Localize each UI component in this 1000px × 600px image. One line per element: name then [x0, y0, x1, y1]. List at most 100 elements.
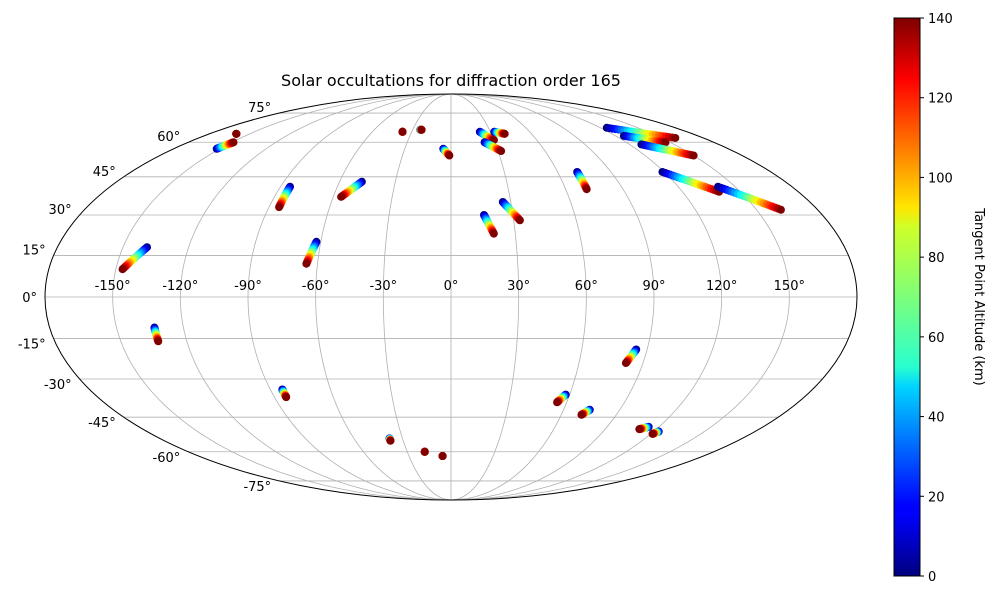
track-point	[661, 138, 670, 147]
longitude-gridline	[315, 94, 452, 500]
occultation-track	[302, 237, 321, 268]
longitude-gridline	[179, 94, 452, 500]
occultation-track	[118, 243, 152, 274]
track-point	[154, 337, 163, 346]
track-point	[386, 436, 395, 445]
occultation-track	[621, 345, 641, 368]
latitude-tick-label: 60°	[157, 130, 180, 145]
colorbar-tick-label: 80	[928, 251, 945, 266]
map-boundary	[44, 93, 858, 501]
occultation-track	[337, 177, 366, 201]
occultation-track	[619, 131, 670, 147]
latitude-tick-label: 45°	[93, 165, 116, 180]
longitude-tick-labels: -150° -120° -90° -60° -30° 0° 30° 60° 90° 120° 150…	[95, 279, 805, 294]
occultation-track	[398, 127, 407, 136]
latitude-tick-label: 15°	[23, 243, 46, 258]
occultation-track	[232, 129, 241, 138]
longitude-tick-label: 60°	[575, 279, 598, 294]
occultation-track	[648, 427, 663, 438]
track-point	[302, 259, 311, 268]
colorbar-label: Tangent Point Altitude (km)	[971, 207, 986, 385]
track-point	[500, 129, 509, 138]
longitude-tick-label: 90°	[642, 279, 665, 294]
track-point	[282, 393, 291, 402]
occultation-track	[577, 405, 594, 419]
occultation-track	[713, 182, 785, 214]
track-point	[417, 125, 426, 134]
latitude-tick-label: -75°	[243, 480, 271, 495]
longitude-gridline	[450, 94, 790, 500]
track-point	[438, 452, 447, 461]
occultation-track	[416, 125, 426, 134]
colorbar-gradient	[893, 17, 921, 577]
occultation-track	[438, 452, 447, 461]
track-point	[118, 265, 127, 274]
latitude-tick-label: 75°	[248, 101, 271, 116]
longitude-gridline	[450, 94, 723, 500]
track-point	[398, 127, 407, 136]
longitude-tick-label: -30°	[369, 279, 397, 294]
track-point	[621, 359, 630, 368]
track-point	[553, 398, 562, 407]
occultation-track	[635, 422, 653, 434]
latitude-tick-label: -15°	[18, 338, 46, 353]
chart-title: Solar occultations for diffraction order…	[281, 71, 621, 90]
longitude-gridline	[450, 94, 587, 500]
track-point	[275, 203, 284, 212]
colorbar-ticks: 0 20 40 60 80 100 120 140	[920, 12, 953, 585]
occultation-track	[150, 323, 163, 346]
track-point	[232, 129, 241, 138]
occultation-track	[637, 140, 698, 160]
occultation-track	[658, 167, 724, 196]
colorbar-tick-label: 60	[928, 331, 945, 346]
longitude-gridline	[247, 94, 452, 500]
occultation-track	[212, 138, 238, 153]
occultation-track	[420, 447, 429, 456]
latitude-tick-labels: -75° -60° -45° -30° -15° 0° 15° 30° 45° 60° 75°	[18, 101, 271, 495]
track-point	[776, 205, 785, 214]
occultation-tracks	[118, 123, 785, 461]
longitude-tick-label: 0°	[444, 279, 459, 294]
colorbar-tick-label: 0	[928, 570, 936, 585]
occultation-track	[498, 197, 524, 225]
track-point	[671, 133, 680, 142]
colorbar-tick-label: 120	[928, 92, 953, 107]
latitude-tick-label: -45°	[88, 416, 116, 431]
occultation-track	[480, 210, 498, 238]
track-point	[445, 151, 454, 160]
longitude-tick-label: 120°	[706, 279, 737, 294]
occultation-track	[480, 138, 506, 156]
longitude-gridline	[450, 94, 655, 500]
longitude-gridline	[382, 94, 452, 500]
track-point	[648, 429, 657, 438]
occultation-track	[573, 167, 591, 194]
track-point	[635, 425, 644, 434]
occultation-track	[439, 144, 454, 160]
track-point	[582, 185, 591, 194]
colorbar-tick-label: 100	[928, 171, 953, 186]
latitude-tick-label: 30°	[49, 203, 72, 218]
longitude-tick-label: -90°	[234, 279, 262, 294]
track-point	[489, 229, 498, 238]
longitude-tick-label: -60°	[302, 279, 330, 294]
track-point	[420, 447, 429, 456]
longitude-tick-label: 30°	[507, 279, 530, 294]
colorbar-tick-label: 40	[928, 411, 945, 426]
track-point	[577, 410, 586, 419]
graticule	[45, 94, 857, 500]
latitude-tick-label: 0°	[22, 291, 37, 306]
occultation-track	[275, 182, 295, 212]
colorbar: 0 20 40 60 80 100 120 140 Tangent Point Altitud…	[893, 12, 986, 585]
occultation-track	[553, 390, 570, 407]
track-point	[337, 192, 346, 201]
occultation-track	[385, 434, 395, 445]
occultation-track	[490, 127, 509, 138]
longitude-tick-label: -120°	[162, 279, 198, 294]
latitude-tick-label: -60°	[153, 451, 181, 466]
track-point	[229, 138, 238, 147]
track-point	[515, 216, 524, 225]
colorbar-tick-label: 20	[928, 490, 945, 505]
occultation-track	[278, 385, 291, 402]
track-point	[689, 151, 698, 160]
